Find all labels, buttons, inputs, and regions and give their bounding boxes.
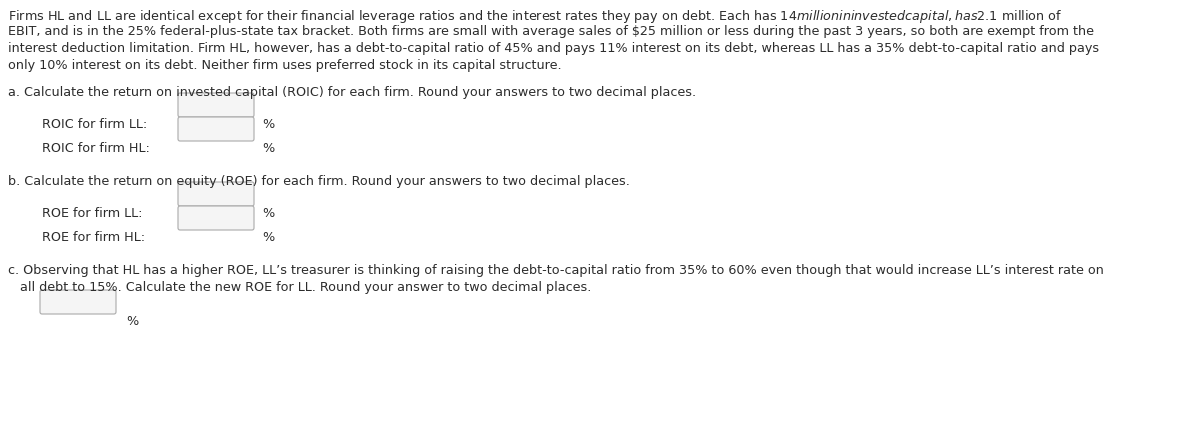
Text: interest deduction limitation. Firm HL, however, has a debt-to-capital ratio of : interest deduction limitation. Firm HL, … [8, 42, 1099, 55]
Text: ROE for firm HL:: ROE for firm HL: [42, 231, 145, 244]
FancyBboxPatch shape [178, 93, 254, 117]
Text: all debt to 15%. Calculate the new ROE for LL. Round your answer to two decimal : all debt to 15%. Calculate the new ROE f… [8, 281, 592, 294]
Text: %: % [262, 118, 275, 131]
FancyBboxPatch shape [40, 290, 116, 314]
Text: %: % [262, 142, 275, 155]
Text: Firms HL and LL are identical except for their financial leverage ratios and the: Firms HL and LL are identical except for… [8, 8, 1062, 25]
Text: only 10% interest on its debt. Neither firm uses preferred stock in its capital : only 10% interest on its debt. Neither f… [8, 59, 562, 72]
Text: ROIC for firm LL:: ROIC for firm LL: [42, 118, 148, 131]
Text: %: % [262, 231, 275, 244]
Text: c. Observing that HL has a higher ROE, LL’s treasurer is thinking of raising the: c. Observing that HL has a higher ROE, L… [8, 264, 1104, 277]
FancyBboxPatch shape [178, 117, 254, 141]
Text: %: % [262, 207, 275, 220]
Text: %: % [126, 315, 138, 328]
Text: ROIC for firm HL:: ROIC for firm HL: [42, 142, 150, 155]
Text: ROE for firm LL:: ROE for firm LL: [42, 207, 143, 220]
FancyBboxPatch shape [178, 182, 254, 206]
Text: b. Calculate the return on equity (ROE) for each firm. Round your answers to two: b. Calculate the return on equity (ROE) … [8, 175, 630, 188]
Text: a. Calculate the return on invested capital (ROIC) for each firm. Round your ans: a. Calculate the return on invested capi… [8, 86, 696, 99]
FancyBboxPatch shape [178, 206, 254, 230]
Text: EBIT, and is in the 25% federal-plus-state tax bracket. Both firms are small wit: EBIT, and is in the 25% federal-plus-sta… [8, 25, 1094, 38]
